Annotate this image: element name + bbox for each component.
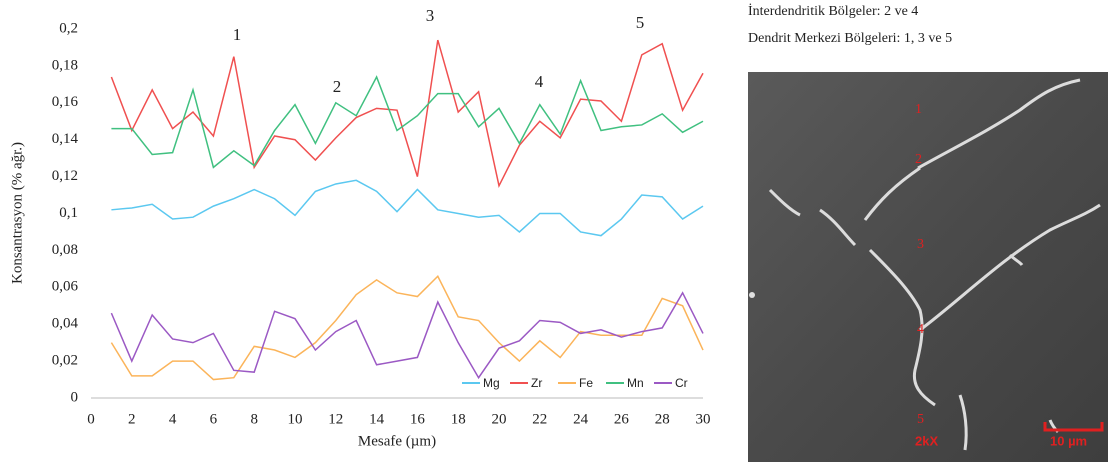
region-label: 1	[915, 102, 922, 117]
x-tick-label: 14	[369, 411, 385, 427]
scale-bar	[1043, 422, 1104, 432]
region-label: 5	[917, 412, 924, 427]
x-tick-label: 10	[288, 411, 303, 427]
legend-item: Mn	[606, 376, 644, 390]
x-tick-label: 4	[169, 411, 177, 427]
annotation: 1	[233, 25, 242, 44]
x-tick-label: 16	[410, 411, 426, 427]
y-tick-label: 0,12	[52, 168, 78, 184]
region-label: 3	[917, 237, 924, 252]
region-label: 4	[917, 322, 924, 337]
x-tick-label: 24	[573, 411, 589, 427]
legend-label: Fe	[579, 376, 593, 390]
x-tick-label: 12	[328, 411, 343, 427]
y-tick-label: 0,16	[52, 94, 79, 110]
y-axis-label: Konsantrasyon (% ağr.)	[9, 142, 25, 284]
x-tick-label: 26	[614, 411, 630, 427]
y-tick-label: 0,18	[52, 57, 78, 73]
legend-item: Fe	[558, 376, 593, 390]
x-tick-label: 8	[250, 411, 258, 427]
x-tick-label: 6	[210, 411, 218, 427]
legend-item: Cr	[654, 376, 688, 390]
x-tick-label: 18	[451, 411, 466, 427]
side-text: Dendrit Merkezi Bölgeleri: 1, 3 ve 5	[748, 31, 952, 46]
annotation: 2	[333, 77, 342, 96]
magnification: 2kX	[915, 433, 938, 448]
y-tick-label: 0,08	[52, 242, 78, 258]
series-line	[111, 179, 704, 237]
legend-label: Zr	[531, 376, 542, 390]
dendrite-boundaries	[768, 78, 1101, 451]
region-label: 2	[915, 152, 922, 167]
series-line	[110, 39, 704, 189]
y-tick-label: 0,02	[52, 353, 78, 369]
micrograph	[748, 72, 1108, 462]
legend-item: Zr	[510, 376, 542, 390]
y-tick-label: 0	[71, 389, 79, 405]
x-tick-label: 0	[87, 411, 95, 427]
y-tick-label: 0,1	[59, 205, 78, 221]
y-tick-label: 0,04	[52, 316, 79, 332]
x-tick-label: 20	[492, 411, 507, 427]
annotation: 5	[636, 13, 645, 32]
y-tick-label: 0,14	[52, 131, 79, 147]
x-tick-label: 22	[532, 411, 547, 427]
legend-label: Mn	[627, 376, 644, 390]
y-tick-label: 0,2	[59, 20, 78, 36]
legend-item: Mg	[462, 376, 500, 390]
x-tick-label: 28	[655, 411, 670, 427]
annotation: 4	[535, 72, 544, 91]
legend-label: Mg	[483, 376, 500, 390]
chart: Mesafe (µm) Konsantrasyon (% ağr.) 0 0,02…	[9, 6, 710, 450]
y-tick-label: 0,06	[52, 279, 79, 295]
x-axis-label: Mesafe (µm)	[358, 433, 436, 449]
side-panel: İnterdendritik Bölgeler: 2 ve 4 Dendrit …	[748, 3, 1108, 462]
series-line	[110, 291, 704, 380]
x-tick-label: 2	[128, 411, 136, 427]
series-line	[110, 274, 704, 381]
series-line	[111, 75, 704, 169]
annotation: 3	[426, 6, 435, 25]
side-text: İnterdendritik Bölgeler: 2 ve 4	[748, 3, 918, 19]
legend-label: Cr	[675, 376, 688, 390]
x-tick-label: 30	[696, 411, 711, 427]
scale-label: 10 µm	[1050, 433, 1087, 448]
